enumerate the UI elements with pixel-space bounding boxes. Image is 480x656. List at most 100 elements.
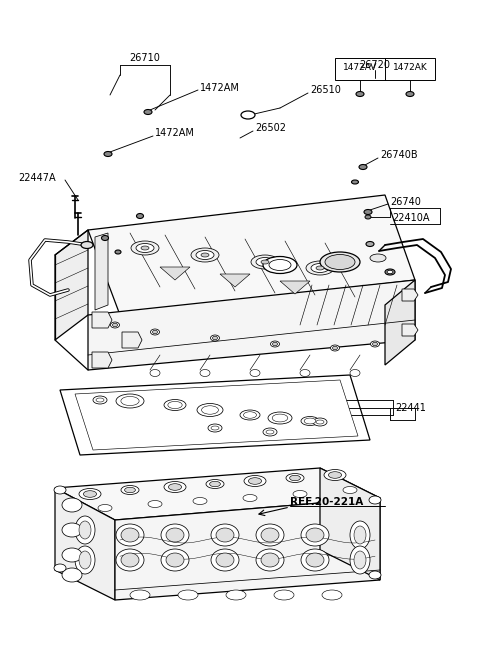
Ellipse shape (75, 516, 95, 544)
Ellipse shape (289, 476, 300, 481)
Ellipse shape (354, 526, 366, 544)
Ellipse shape (54, 564, 66, 572)
Ellipse shape (121, 396, 139, 405)
Ellipse shape (263, 428, 277, 436)
Polygon shape (92, 352, 112, 368)
Ellipse shape (293, 491, 307, 497)
Ellipse shape (79, 521, 91, 539)
Ellipse shape (62, 523, 82, 537)
Text: 26710: 26710 (130, 53, 160, 63)
Ellipse shape (144, 110, 152, 115)
Polygon shape (115, 498, 380, 600)
Ellipse shape (356, 91, 364, 96)
Ellipse shape (301, 417, 319, 426)
Ellipse shape (208, 424, 222, 432)
Ellipse shape (116, 394, 144, 408)
Ellipse shape (316, 420, 324, 424)
Text: 1472AV: 1472AV (343, 64, 377, 73)
Ellipse shape (256, 549, 284, 571)
Ellipse shape (263, 256, 297, 274)
Ellipse shape (350, 546, 370, 574)
Ellipse shape (261, 260, 269, 264)
Ellipse shape (121, 485, 139, 495)
Polygon shape (280, 281, 310, 294)
Ellipse shape (211, 426, 219, 430)
Ellipse shape (136, 213, 144, 218)
Ellipse shape (311, 264, 329, 272)
Polygon shape (385, 280, 415, 365)
Ellipse shape (244, 476, 266, 487)
Ellipse shape (206, 480, 224, 489)
Ellipse shape (261, 553, 279, 567)
Polygon shape (55, 230, 88, 340)
Polygon shape (220, 274, 250, 287)
Ellipse shape (249, 478, 262, 484)
Ellipse shape (79, 489, 101, 499)
Ellipse shape (226, 590, 246, 600)
Ellipse shape (211, 335, 219, 341)
Ellipse shape (216, 553, 234, 567)
Ellipse shape (161, 549, 189, 571)
Ellipse shape (213, 337, 217, 340)
Ellipse shape (54, 486, 66, 494)
Ellipse shape (331, 345, 339, 351)
Ellipse shape (272, 414, 288, 422)
Ellipse shape (112, 323, 118, 327)
Ellipse shape (261, 528, 279, 542)
Ellipse shape (325, 255, 355, 270)
Ellipse shape (93, 396, 107, 404)
Ellipse shape (370, 254, 386, 262)
Ellipse shape (359, 165, 367, 169)
Ellipse shape (350, 521, 370, 549)
Ellipse shape (350, 369, 360, 377)
Ellipse shape (241, 111, 255, 119)
Ellipse shape (196, 251, 214, 260)
Ellipse shape (274, 590, 294, 600)
Text: 26740: 26740 (390, 197, 421, 207)
Polygon shape (92, 312, 112, 328)
Ellipse shape (333, 346, 337, 350)
Ellipse shape (366, 241, 374, 247)
Ellipse shape (150, 369, 160, 377)
Ellipse shape (210, 482, 220, 487)
Ellipse shape (141, 246, 149, 250)
Ellipse shape (306, 553, 324, 567)
Ellipse shape (81, 241, 93, 249)
Polygon shape (60, 375, 370, 455)
Text: 22441: 22441 (395, 403, 426, 413)
Ellipse shape (216, 528, 234, 542)
Ellipse shape (269, 260, 291, 270)
Ellipse shape (387, 270, 393, 274)
Text: 1472AM: 1472AM (155, 128, 195, 138)
Ellipse shape (365, 215, 371, 219)
Ellipse shape (166, 553, 184, 567)
Polygon shape (320, 468, 380, 580)
Ellipse shape (271, 341, 279, 347)
Text: 26720: 26720 (360, 60, 391, 70)
Text: 22447A: 22447A (18, 173, 56, 183)
Ellipse shape (116, 549, 144, 571)
Ellipse shape (131, 241, 159, 255)
Polygon shape (88, 195, 415, 315)
Ellipse shape (62, 568, 82, 582)
Ellipse shape (84, 491, 96, 497)
Ellipse shape (98, 504, 112, 512)
Ellipse shape (101, 236, 108, 241)
Ellipse shape (324, 470, 346, 480)
Ellipse shape (164, 400, 186, 411)
Text: 22410A: 22410A (392, 213, 430, 223)
Ellipse shape (369, 496, 381, 504)
Ellipse shape (369, 571, 381, 579)
Ellipse shape (193, 497, 207, 504)
Bar (335, 58, 435, 80)
Ellipse shape (168, 401, 182, 409)
Ellipse shape (306, 261, 334, 275)
Ellipse shape (104, 152, 112, 157)
Ellipse shape (243, 412, 256, 419)
Ellipse shape (320, 252, 360, 272)
Text: 1472AK: 1472AK (393, 64, 427, 73)
Ellipse shape (385, 269, 395, 275)
Ellipse shape (153, 330, 157, 334)
Ellipse shape (243, 495, 257, 501)
Ellipse shape (75, 546, 95, 574)
